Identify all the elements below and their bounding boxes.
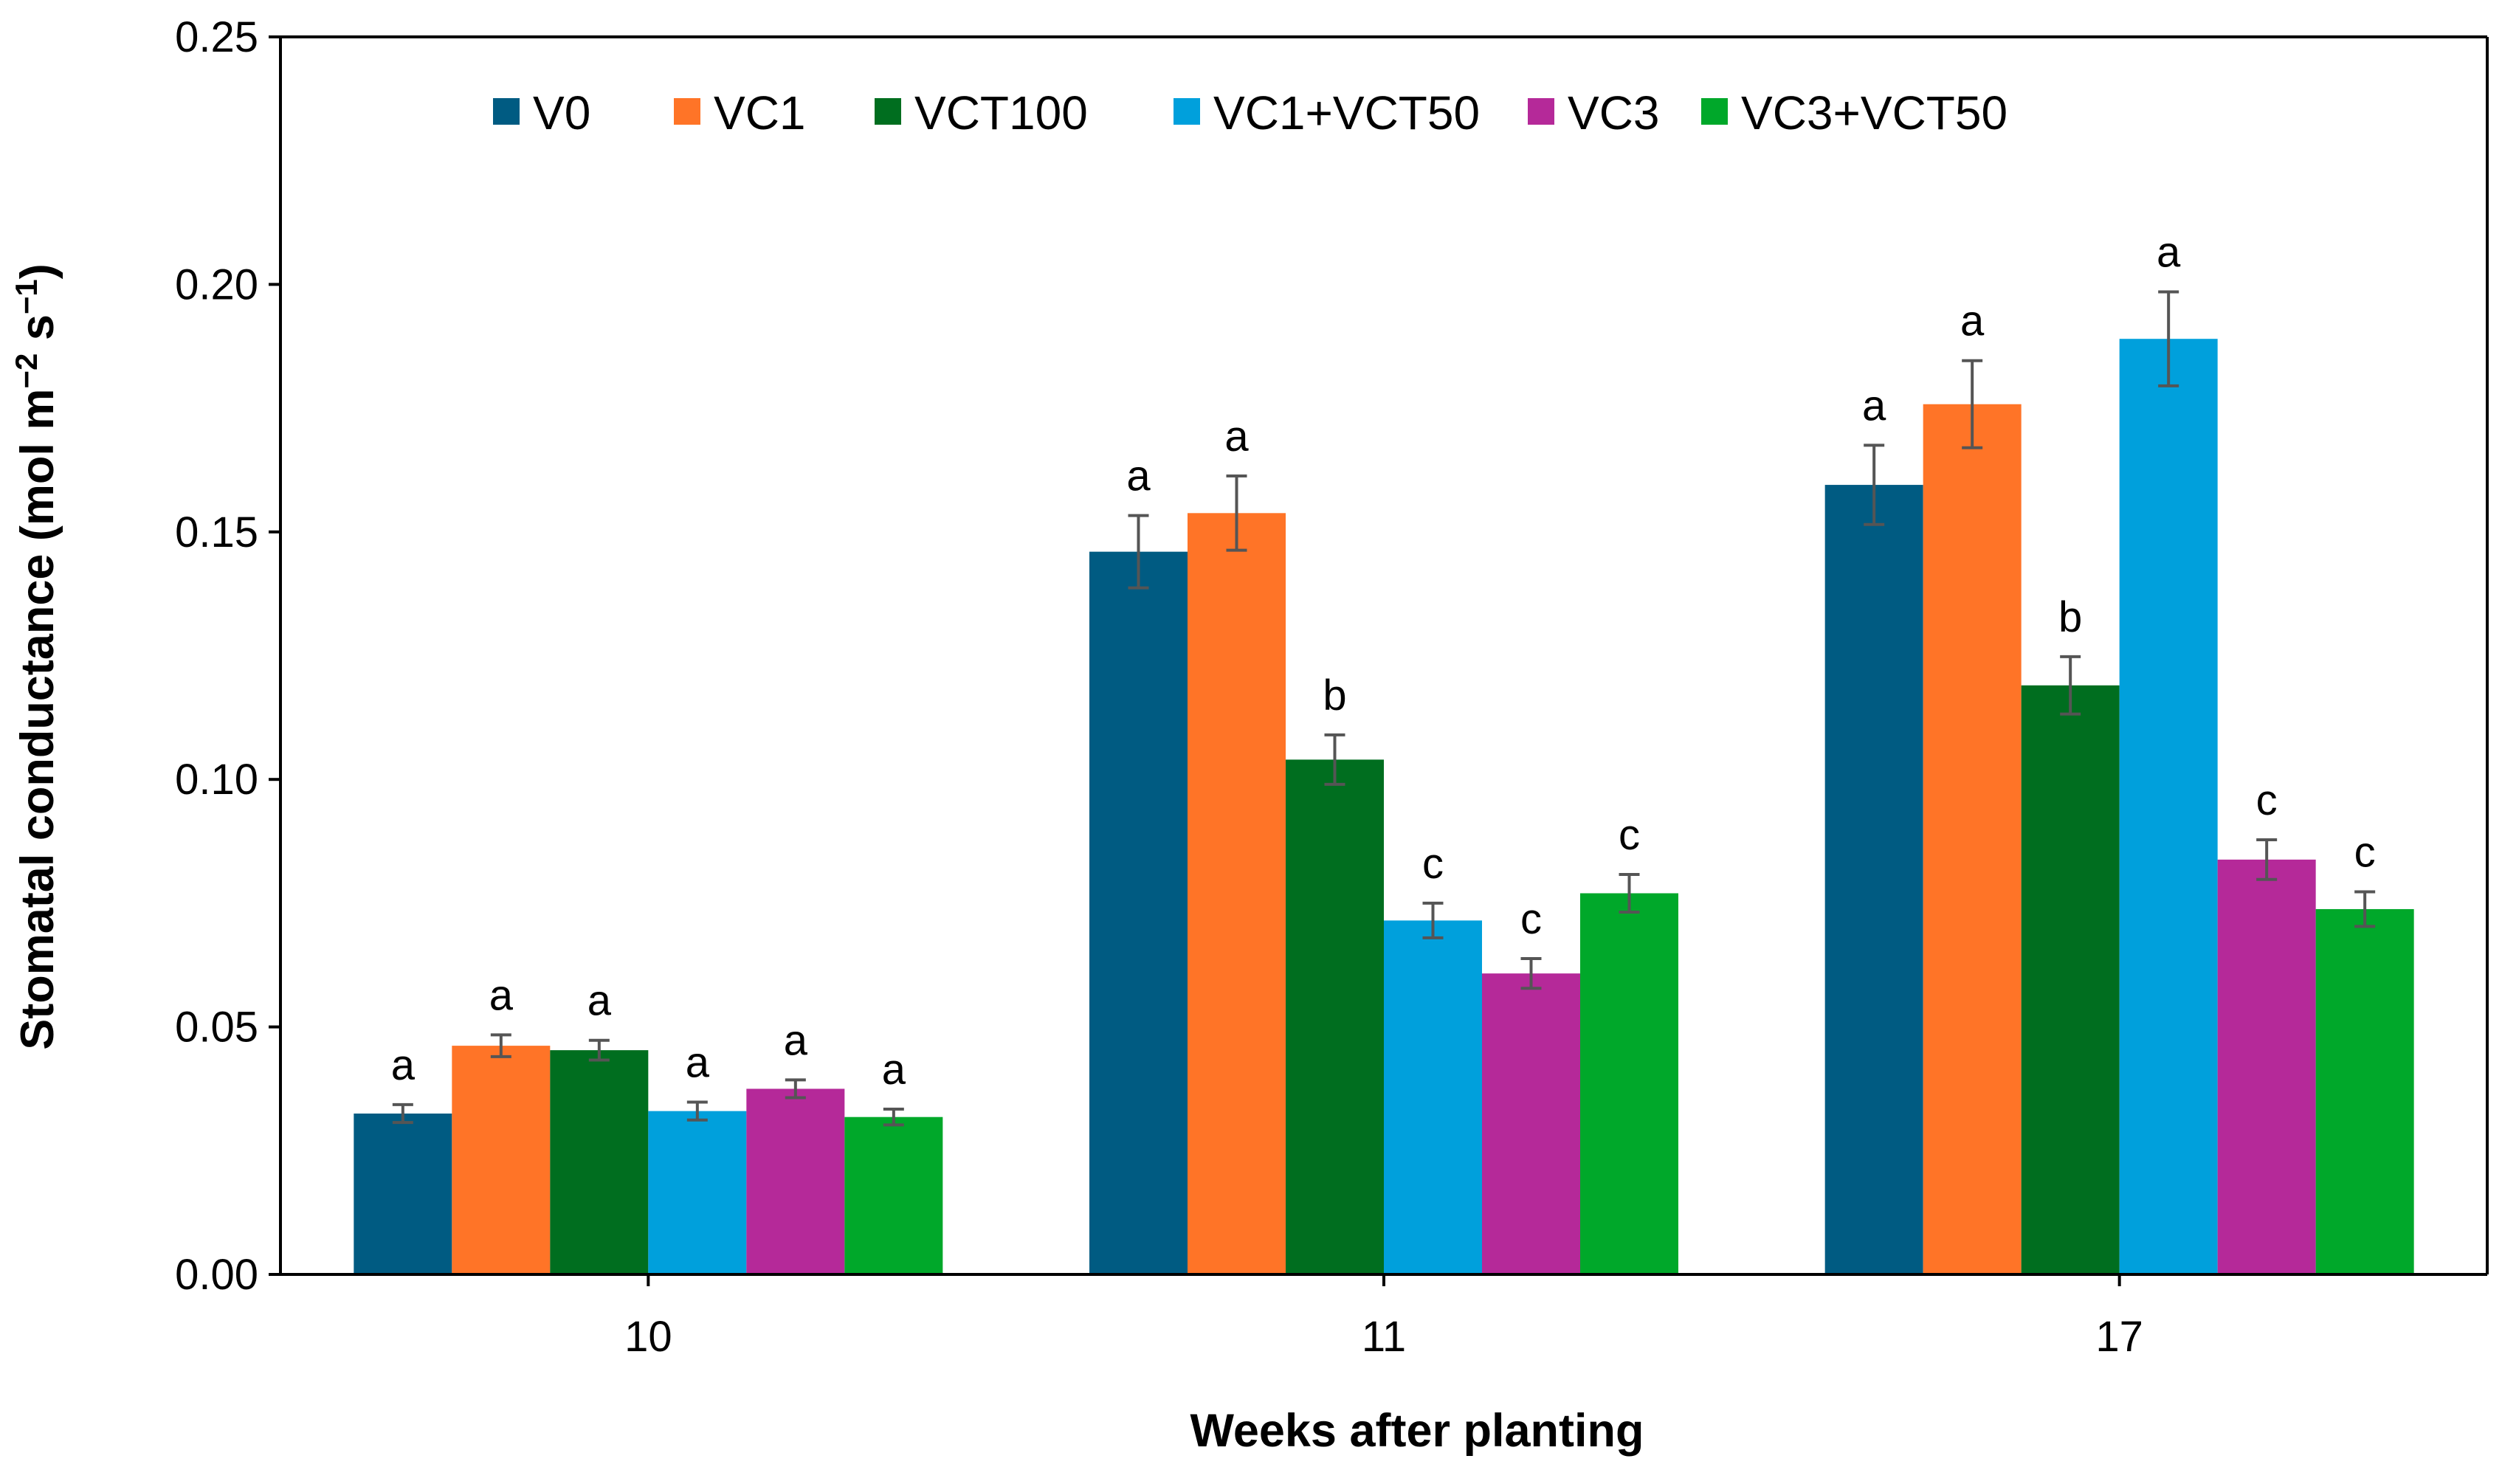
bar: [2315, 908, 2414, 1274]
significance-letter: a: [882, 1046, 906, 1094]
significance-letter: a: [587, 977, 612, 1025]
bars: [354, 339, 2414, 1274]
y-tick-label: 0.20: [175, 260, 258, 308]
bar: [1089, 551, 1188, 1274]
significance-letter: a: [1126, 452, 1151, 500]
bar: [844, 1117, 943, 1274]
significance-letter: a: [1960, 297, 1985, 345]
x-tick-label: 11: [1362, 1313, 1406, 1361]
significance-letter: c: [1619, 811, 1640, 859]
bar: [1188, 513, 1286, 1274]
y-axis-title-sup1: −2: [9, 353, 44, 389]
bar: [2119, 339, 2218, 1274]
x-axis-title: Weeks after planting: [1190, 1405, 1644, 1457]
x-tick-label: 10: [624, 1313, 672, 1361]
significance-letter: a: [1862, 382, 1886, 429]
legend-swatch: [1528, 98, 1554, 125]
bar: [2217, 859, 2316, 1274]
y-axis-title-sup2: −1: [9, 279, 44, 314]
legend-swatch: [674, 98, 700, 125]
y-tick-label: 0.15: [175, 508, 258, 556]
y-tick-label: 0.00: [175, 1251, 258, 1299]
significance-letter: a: [391, 1041, 416, 1089]
bar: [1824, 485, 1923, 1274]
bar: [746, 1088, 845, 1274]
significance-letter: b: [2058, 593, 2082, 641]
bar: [452, 1046, 551, 1274]
significance-letter: a: [2157, 228, 2181, 276]
legend-label: V0: [533, 86, 590, 139]
x-tick-label: 17: [2095, 1313, 2143, 1361]
bar: [2021, 685, 2120, 1274]
y-axis-title-mid: s: [12, 314, 63, 353]
significance-letter: a: [784, 1016, 808, 1064]
legend: V0 VC1 VCT100 VC1+VCT50 VC3 VC3+VCT50: [493, 86, 2008, 139]
y-axis-title-end: ): [12, 263, 63, 279]
legend-swatch: [1174, 98, 1200, 125]
significance-letter: c: [2256, 776, 2278, 824]
bar: [354, 1113, 452, 1274]
legend-label: VC1+VCT50: [1213, 86, 1480, 139]
bar: [1286, 759, 1384, 1274]
legend-swatch: [875, 98, 901, 125]
significance-letter: c: [1520, 895, 1542, 943]
bar: [1923, 404, 2022, 1274]
bar: [1384, 920, 1482, 1274]
legend-swatch: [493, 98, 520, 125]
legend-label: VC1: [714, 86, 806, 139]
significance-letters: a a a a a a a a b c c c a a b a c c: [391, 228, 2376, 1093]
bar: [648, 1111, 747, 1274]
bar: [550, 1050, 649, 1274]
bar: [1482, 973, 1580, 1274]
significance-letter: c: [1422, 840, 1444, 888]
legend-label: VCT100: [914, 86, 1088, 139]
legend-label: VC3: [1568, 86, 1660, 139]
y-axis-title-main: Stomatal conductance (mol m: [12, 389, 63, 1050]
y-axis-title: Stomatal conductance (mol m−2 s−1): [9, 263, 63, 1049]
y-tick-label: 0.25: [175, 13, 258, 61]
significance-letter: c: [2354, 828, 2376, 876]
y-tick-label: 0.05: [175, 1004, 258, 1052]
significance-letter: a: [489, 971, 514, 1019]
x-axis-ticks: 10 11 17: [624, 1274, 2143, 1361]
legend-swatch: [1701, 98, 1728, 125]
significance-letter: a: [1224, 413, 1249, 460]
significance-letter: b: [1323, 672, 1346, 719]
y-tick-label: 0.10: [175, 756, 258, 804]
bar: [1580, 893, 1678, 1274]
y-axis-ticks: 0.00 0.05 0.10 0.15 0.20 0.25: [175, 13, 280, 1299]
significance-letter: a: [686, 1039, 710, 1087]
error-bars: [392, 290, 2376, 1127]
legend-label: VC3+VCT50: [1741, 86, 2008, 139]
